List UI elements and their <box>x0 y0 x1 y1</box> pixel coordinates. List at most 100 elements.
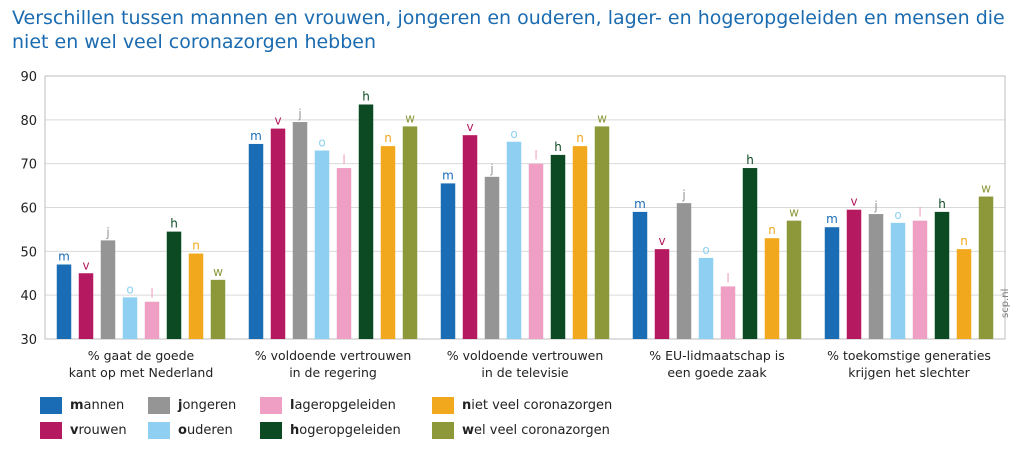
legend: mannen vrouwen jongeren ouderen lageropgelei… <box>40 395 680 447</box>
bar-lageropgeleiden <box>720 286 736 339</box>
bar-jongeren <box>484 176 500 339</box>
category-label: in de regering <box>289 365 377 380</box>
legend-label: mannen <box>70 397 125 413</box>
bar-hogeropgeleiden <box>742 168 758 339</box>
bar-letter-label: m <box>58 249 70 263</box>
bar-jongeren <box>868 214 884 339</box>
bar-letter-label: h <box>170 217 178 231</box>
bar-letter-label: w <box>597 111 607 125</box>
bar-letter-label: v <box>82 258 89 272</box>
bar-wel-veel-coronazorgen <box>786 220 802 339</box>
bar-vrouwen <box>78 273 94 339</box>
bar-letter-label: o <box>702 243 709 257</box>
bar-letter-label: l <box>342 153 345 167</box>
bar-letter-label: j <box>297 107 301 121</box>
category-label: % voldoende vertrouwen <box>255 348 412 363</box>
category-label: krijgen het slechter <box>848 365 970 380</box>
bar-letter-label: v <box>658 234 665 248</box>
bar-niet-veel-coronazorgen <box>764 238 780 339</box>
legend-item-ouderen: ouderen <box>148 420 233 440</box>
legend-swatch <box>432 421 454 439</box>
bar-letter-label: o <box>510 127 517 141</box>
bar-letter-label: j <box>681 188 685 202</box>
bar-mannen <box>56 264 72 339</box>
bar-letter-label: n <box>960 234 968 248</box>
legend-item-lageropgeleiden: lageropgeleiden <box>260 395 396 415</box>
category-label: % toekomstige generaties <box>827 348 991 363</box>
bar-mannen <box>248 143 264 339</box>
legend-label: jongeren <box>178 397 237 413</box>
legend-item-jongeren: jongeren <box>148 395 236 415</box>
legend-swatch <box>432 396 454 414</box>
legend-item-vrouwen: vrouwen <box>40 420 127 440</box>
bar-letter-label: n <box>768 223 776 237</box>
bar-letter-label: w <box>213 265 223 279</box>
bar-ouderen <box>506 141 522 339</box>
legend-label: vrouwen <box>70 422 127 438</box>
bar-letter-label: v <box>466 120 473 134</box>
y-tick-label: 50 <box>20 245 37 260</box>
category-label: in de televisie <box>481 365 569 380</box>
bar-wel-veel-coronazorgen <box>402 126 418 340</box>
bar-ouderen <box>698 257 714 339</box>
bar-vrouwen <box>654 249 670 339</box>
bar-letter-label: w <box>405 111 415 125</box>
y-tick-label: 40 <box>20 289 37 304</box>
bar-letter-label: n <box>384 131 392 145</box>
bar-jongeren <box>676 203 692 339</box>
legend-item-wel-veel-coronazorgen: wel veel coronazorgen <box>432 420 610 440</box>
bar-letter-label: l <box>150 287 153 301</box>
bar-jongeren <box>292 122 308 340</box>
bar-letter-label: n <box>192 239 200 253</box>
bar-letter-label: m <box>826 212 838 226</box>
bar-hogeropgeleiden <box>934 211 950 339</box>
y-tick-label: 80 <box>20 114 37 129</box>
bar-niet-veel-coronazorgen <box>188 253 204 339</box>
category-label: % EU-lidmaatschap is <box>649 348 785 363</box>
y-tick-label: 60 <box>20 202 37 217</box>
legend-swatch <box>40 396 62 414</box>
y-tick-label: 70 <box>20 158 37 173</box>
legend-label: wel veel coronazorgen <box>462 422 610 438</box>
bar-letter-label: h <box>554 140 562 154</box>
bar-letter-label: h <box>362 89 370 103</box>
bar-letter-label: m <box>442 168 454 182</box>
bar-hogeropgeleiden <box>550 154 566 339</box>
bar-mannen <box>440 183 456 339</box>
legend-label: hogeropgeleiden <box>290 422 401 438</box>
legend-item-niet-veel-coronazorgen: niet veel coronazorgen <box>432 395 612 415</box>
bar-vrouwen <box>846 209 862 339</box>
chart-title: Verschillen tussen mannen en vrouwen, jo… <box>12 7 1005 53</box>
legend-label: ouderen <box>178 422 233 438</box>
bar-letter-label: n <box>576 131 584 145</box>
bar-lageropgeleiden <box>912 220 928 339</box>
legend-swatch <box>148 421 170 439</box>
legend-swatch <box>260 396 282 414</box>
bar-letter-label: l <box>918 206 921 220</box>
legend-swatch <box>40 421 62 439</box>
bar-letter-label: o <box>126 282 133 296</box>
bar-letter-label: w <box>981 182 991 196</box>
watermark: scp.nl <box>1000 288 1011 318</box>
bar-hogeropgeleiden <box>166 231 182 339</box>
bar-letter-label: j <box>489 162 493 176</box>
bar-letter-label: m <box>634 197 646 211</box>
legend-item-mannen: mannen <box>40 395 124 415</box>
bar-lageropgeleiden <box>144 301 160 339</box>
bar-jongeren <box>100 240 116 339</box>
legend-label: lageropgeleiden <box>290 397 396 413</box>
bar-letter-label: j <box>105 225 109 239</box>
y-tick-label: 30 <box>20 333 37 348</box>
bar-letter-label: v <box>274 114 281 128</box>
legend-swatch <box>148 396 170 414</box>
bar-mannen <box>824 227 840 339</box>
y-tick-label: 90 <box>20 70 37 85</box>
category-label: een goede zaak <box>667 365 767 380</box>
bar-hogeropgeleiden <box>358 104 374 339</box>
bar-wel-veel-coronazorgen <box>210 279 226 339</box>
bar-mannen <box>632 211 648 339</box>
bar-letter-label: o <box>318 136 325 150</box>
bar-lageropgeleiden <box>528 163 544 339</box>
category-label: % gaat de goede <box>88 348 195 363</box>
bar-ouderen <box>890 222 906 339</box>
